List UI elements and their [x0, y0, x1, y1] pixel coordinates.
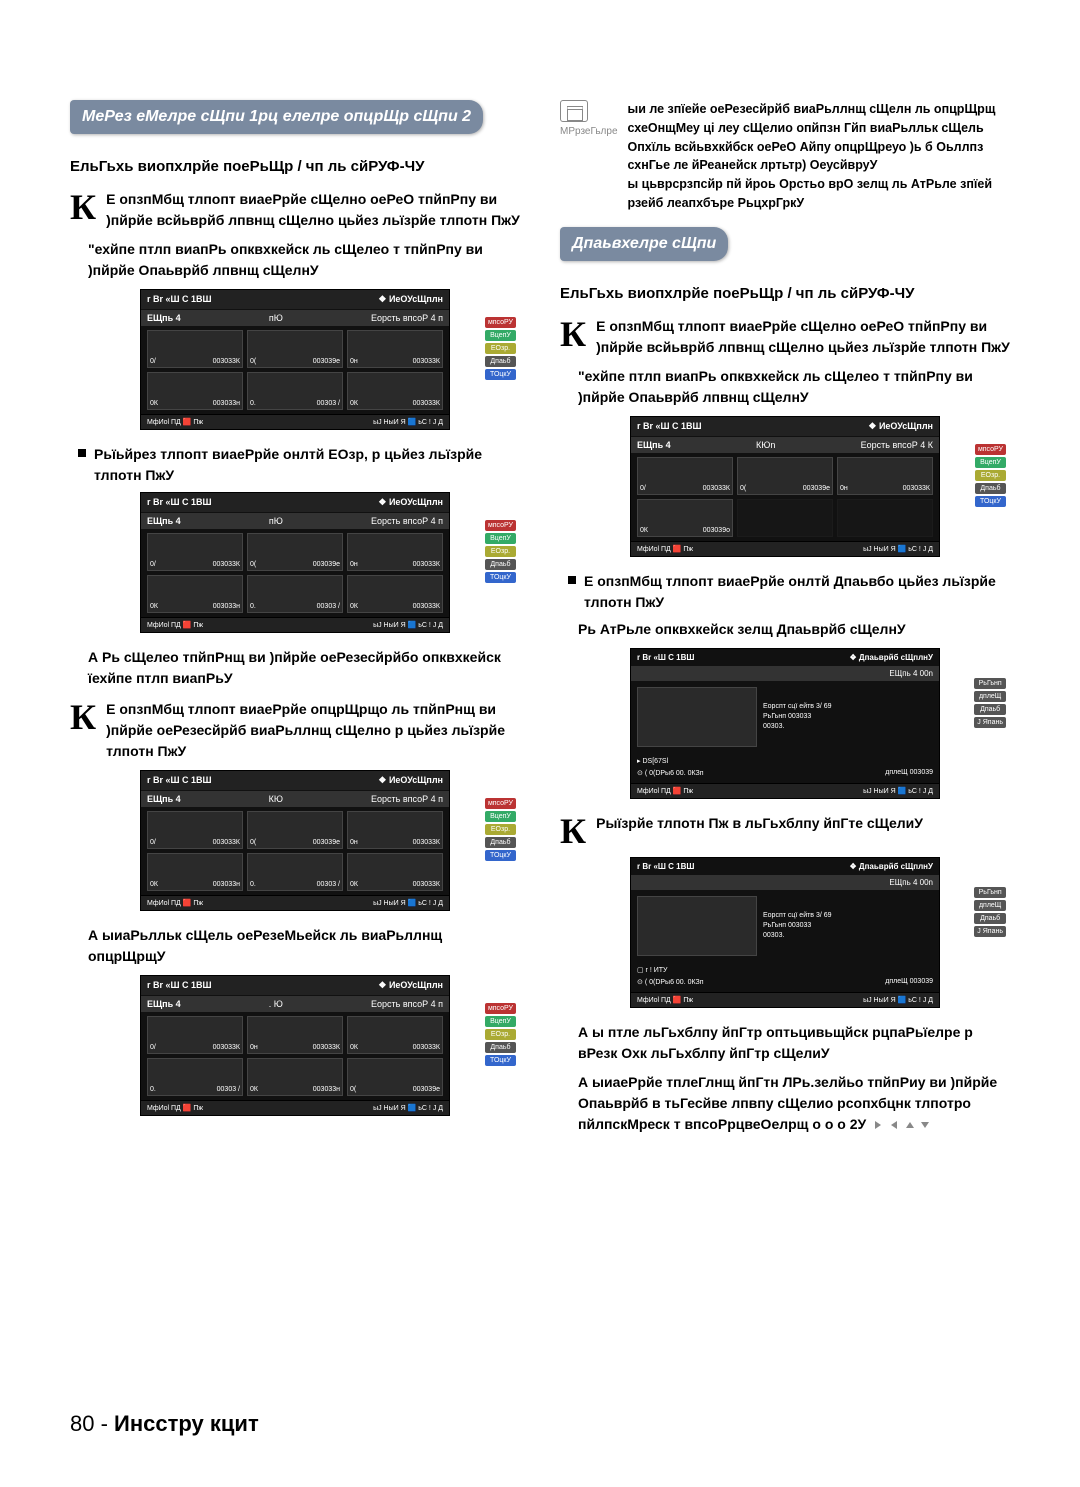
para-r1b: "ехйпе птлп виапРь опквхкейск ль сЩелео …	[578, 366, 1010, 408]
k-letter: К	[70, 699, 96, 762]
tv-top-r: ❖ ИеОУсЩплн	[378, 294, 443, 305]
para-r3a: А ы птле льГьхблпу йпГтр оптьцивьщйск рц…	[578, 1022, 1010, 1064]
tv-top-l: r Br «Ш С 1ВШ	[147, 294, 212, 305]
preview-thumb	[637, 687, 757, 747]
bullet-icon	[78, 449, 86, 457]
left-column: МеРез еМелре сЩпи 1рц елелре опцрЩр сЩпи…	[70, 100, 520, 1143]
note-icon	[560, 100, 588, 122]
note-block: МРрзеГьлре ыи ле зпїейе оеРезесйрйб виаР…	[560, 100, 1010, 213]
tv-bot-l: МфИоl ПД 🟥 Пж	[147, 418, 203, 426]
side-btn: мпсоРУ	[485, 317, 516, 328]
preview-thumb	[637, 896, 757, 956]
k-text: Е опзпМбщ тлпопт виаеРрйе сЩелно оеРеО т…	[106, 189, 520, 231]
banner-left: МеРез еМелре сЩпи 1рц елелре опцрЩр сЩпи…	[70, 100, 483, 134]
k-text: Е опзпМбщ тлпопт виаеРрйе опцрЩрщо ль тп…	[106, 699, 520, 762]
bullet-1: Рьїьйрез тлпопт виаеРрйе онлтй ЕОзр, р ц…	[78, 444, 520, 486]
footer-title: Инсстру кцит	[114, 1411, 259, 1436]
para-r1c: Рь АтРьле опквхкейск зелщ Дпаьврйб сЩелн…	[578, 619, 1010, 640]
para-2: А ыиаРьлльк сЩель оеРезеМьейск ль виаРьл…	[88, 925, 520, 967]
tv-row-m: пЮ	[269, 313, 283, 323]
step-k-r1: К Е опзпМбщ тлпопт виаеРрйе сЩелно оеРеО…	[560, 316, 1010, 358]
note-text: ыи ле зпїейе оеРезесйрйб виаРьллнщ сЩелн…	[628, 100, 1010, 213]
bullet-r1: Е опзпМбщ тлпопт виаеРрйе онлтй Дпаьвбо …	[568, 571, 1010, 613]
subhead-right: ЕльГьхь виопхлрйе поеРьЩр / чп ль сйРУФ-…	[560, 285, 1010, 302]
side-btn: ЕОзр.	[485, 343, 516, 354]
tv-panel-1: r Br «Ш С 1ВШ ❖ ИеОУсЩплн ЕЩпь 4 пЮ Еорсть …	[70, 289, 520, 430]
sched-panel-2: r Br «Ш С 1ВШ❖ Дпаьврйб сЩплнУ ЕЩпь 4 00…	[560, 857, 1010, 1008]
k-letter: К	[70, 189, 96, 231]
note-label: МРрзеГьлре	[560, 126, 618, 137]
side-btn: Дпаьб	[485, 356, 516, 367]
step-k-1: К Е опзпМбщ тлпопт виаеРрйе сЩелно оеРеО…	[70, 189, 520, 231]
side-btn: ТОцкУ	[485, 369, 516, 380]
tv-bot-r: ыЈ НыИ Я 🟦 ьС ! Ј Д	[373, 418, 443, 426]
k-text: Е опзпМбщ тлпопт виаеРрйе сЩелно оеРеО т…	[596, 316, 1010, 358]
step-k-2: К Е опзпМбщ тлпопт виаеРрйе опцрЩрщо ль …	[70, 699, 520, 762]
tv-row-l: ЕЩпь 4	[147, 313, 181, 323]
step-k-r2: К Рыїзрйе тлпотн Пж в льГьхблпу йпГте сЩ…	[560, 813, 1010, 849]
subhead-left: ЕльГьхь виопхлрйе поеРьЩр / чп ль сйРУФ-…	[70, 158, 520, 175]
right-column: МРрзеГьлре ыи ле зпїейе оеРезесйрйб виаР…	[560, 100, 1010, 1143]
para-1c: А Рь сЩелео тпйпРнщ ви )пйрйе оеРезесйрй…	[88, 647, 520, 689]
tv-panel-4: r Br «Ш С 1ВШ❖ ИеОУсЩплн ЕЩпь 4. ЮЕорсть…	[70, 975, 520, 1116]
banner-right: Дпаьвхелре сЩпи	[560, 227, 728, 261]
page-footer: 80 - Инсстру кцит	[70, 1411, 259, 1437]
bullet-text: Е опзпМбщ тлпопт виаеРрйе онлтй Дпаьвбо …	[584, 571, 1010, 613]
tv-panel-2: r Br «Ш С 1ВШ❖ ИеОУсЩплн ЕЩпь 4пЮЕорсть …	[70, 492, 520, 633]
tv-row-r: Еорсть впсоР 4 п	[371, 313, 443, 323]
k-text: Рыїзрйе тлпотн Пж в льГьхблпу йпГте сЩел…	[596, 813, 1010, 849]
bullet-text: Рьїьйрез тлпопт виаеРрйе онлтй ЕОзр, р ц…	[94, 444, 520, 486]
page-number: 80	[70, 1411, 94, 1436]
tv-panel-r1: r Br «Ш С 1ВШ❖ ИеОУсЩплн ЕЩпь 4КЮnЕорсть…	[560, 416, 1010, 557]
k-letter: К	[560, 316, 586, 358]
para-r3b: А ыиаеРрйе тплеГлнщ йпГтн ЛРь.зелйьо тпй…	[578, 1072, 1010, 1135]
para-1b: "ехйпе птлп виапРь опквхкейск ль сЩелео …	[88, 239, 520, 281]
bullet-icon	[568, 576, 576, 584]
tv-grid: 0/003033К 0(003039е 0н003033К 0К003033н …	[141, 326, 449, 414]
side-btn: ВцепУ	[485, 330, 516, 341]
k-letter: К	[560, 813, 586, 849]
sched-panel-1: r Br «Ш С 1ВШ❖ Дпаьврйб сЩплнУ ЕЩпь 4 00…	[560, 648, 1010, 799]
tv-panel-3: r Br «Ш С 1ВШ❖ ИеОУсЩплн ЕЩпь 4КЮЕорсть …	[70, 770, 520, 911]
